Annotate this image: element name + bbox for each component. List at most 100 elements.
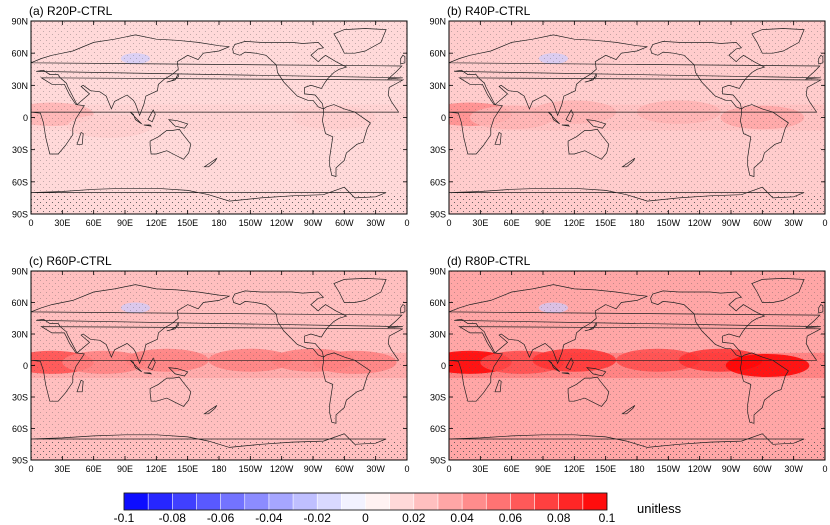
coastline xyxy=(149,376,192,407)
x-tick-label: 90W xyxy=(304,464,323,474)
x-tick-label: 30E xyxy=(54,218,70,228)
x-tick-label: 180 xyxy=(211,218,226,228)
coastline xyxy=(149,128,192,160)
y-tick-label: 30S xyxy=(12,393,28,403)
significance-stipple xyxy=(449,271,825,460)
x-tick-label: 0 xyxy=(404,464,409,474)
x-tick-label: 150W xyxy=(657,464,681,474)
colorbar-bin xyxy=(172,492,198,511)
x-tick-label: 150W xyxy=(239,218,263,228)
significance-stipple xyxy=(449,21,825,214)
coastline xyxy=(76,379,84,393)
colorbar-bin xyxy=(558,492,584,511)
x-tick-label: 150W xyxy=(239,464,263,474)
coastline xyxy=(567,128,610,160)
y-tick-label: 0 xyxy=(441,113,446,123)
y-tick-label: 60S xyxy=(430,177,446,187)
y-tick-label: 0 xyxy=(23,113,28,123)
x-tick-label: 30E xyxy=(54,464,70,474)
coastline xyxy=(494,132,502,145)
x-tick-label: 0 xyxy=(446,464,451,474)
x-tick-label: 120E xyxy=(564,464,585,474)
x-tick-label: 30E xyxy=(472,218,488,228)
colorbar-bin xyxy=(413,492,439,511)
x-tick-label: 150E xyxy=(595,464,616,474)
coastline xyxy=(333,278,387,303)
colorbar-bin xyxy=(147,492,173,511)
colorbar-bin xyxy=(534,492,560,511)
colorbar-bin xyxy=(196,492,222,511)
y-tick-label: 30S xyxy=(430,393,446,403)
x-tick-label: 30W xyxy=(366,218,385,228)
x-tick-label: 0 xyxy=(404,218,409,228)
colorbar-label: -0.04 xyxy=(255,511,283,525)
coastline xyxy=(818,54,824,65)
colorbar-bin xyxy=(292,492,318,511)
panel-title: (b) R40P-CTRL xyxy=(447,4,531,18)
coastline xyxy=(561,124,571,127)
colorbar-frame xyxy=(123,492,608,511)
coastline xyxy=(650,41,766,110)
colorbar-label: 0.1 xyxy=(599,511,616,525)
coastline xyxy=(203,157,218,168)
y-tick-label: 0 xyxy=(23,361,28,371)
colorbar: -0.1 -0.08 -0.06 -0.04 -0.02 0 0.02 0.04 0.06 0.0… xyxy=(114,492,682,525)
antarctic-stipple xyxy=(449,441,825,460)
coastline xyxy=(31,433,387,448)
coastline xyxy=(129,111,142,125)
y-tick-label: 30S xyxy=(12,145,28,155)
coastline xyxy=(333,28,387,54)
panel-title: (a) R20P-CTRL xyxy=(29,4,113,18)
y-tick-label: 60N xyxy=(11,49,28,59)
coastline xyxy=(584,73,597,83)
colorbar-bin xyxy=(316,492,342,511)
y-tick-label: 60N xyxy=(429,298,446,308)
y-tick-label: 90S xyxy=(12,456,28,466)
colorbar-bin xyxy=(365,492,391,511)
x-tick-label: 30W xyxy=(784,218,803,228)
y-tick-label: 90N xyxy=(429,267,446,277)
x-tick-label: 60W xyxy=(335,218,354,228)
coastline xyxy=(166,73,179,83)
y-tick-label: 60S xyxy=(430,424,446,434)
coastline xyxy=(322,352,371,424)
coastline xyxy=(565,357,574,371)
colorbar-label: 0.04 xyxy=(450,511,474,525)
x-tick-label: 30W xyxy=(784,464,803,474)
coastline xyxy=(740,104,789,177)
x-tick-label: 0 xyxy=(822,218,827,228)
x-tick-label: 90E xyxy=(535,464,551,474)
coastline xyxy=(31,77,405,155)
y-tick-label: 90S xyxy=(12,210,28,220)
x-tick-label: 90E xyxy=(117,218,133,228)
colorbar-label: -0.08 xyxy=(159,511,187,525)
coastline xyxy=(650,290,766,358)
antarctic-stipple xyxy=(31,194,407,214)
x-tick-label: 90W xyxy=(722,464,741,474)
coastline xyxy=(31,186,387,202)
x-tick-label: 180 xyxy=(629,218,644,228)
coastline xyxy=(547,360,560,373)
colorbar-bin xyxy=(220,492,246,511)
coastline xyxy=(621,405,636,415)
y-tick-label: 30N xyxy=(429,330,446,340)
x-tick-label: 150E xyxy=(177,218,198,228)
x-tick-label: 60E xyxy=(86,218,102,228)
coastline xyxy=(167,367,189,377)
y-tick-label: 60N xyxy=(429,49,446,59)
antarctic-stipple xyxy=(449,194,825,214)
significance-stipple xyxy=(31,21,407,214)
coastline xyxy=(449,186,805,202)
colorbar-label: 0.08 xyxy=(547,511,571,525)
panel-title: (c) R60P-CTRL xyxy=(29,254,112,268)
colorbar-bin xyxy=(268,492,294,511)
y-tick-label: 30N xyxy=(11,330,28,340)
colorbar-bin xyxy=(485,492,512,511)
coastline xyxy=(561,372,571,375)
y-tick-label: 30N xyxy=(11,81,28,91)
colorbar-bin xyxy=(582,492,608,511)
coastline xyxy=(203,405,218,415)
